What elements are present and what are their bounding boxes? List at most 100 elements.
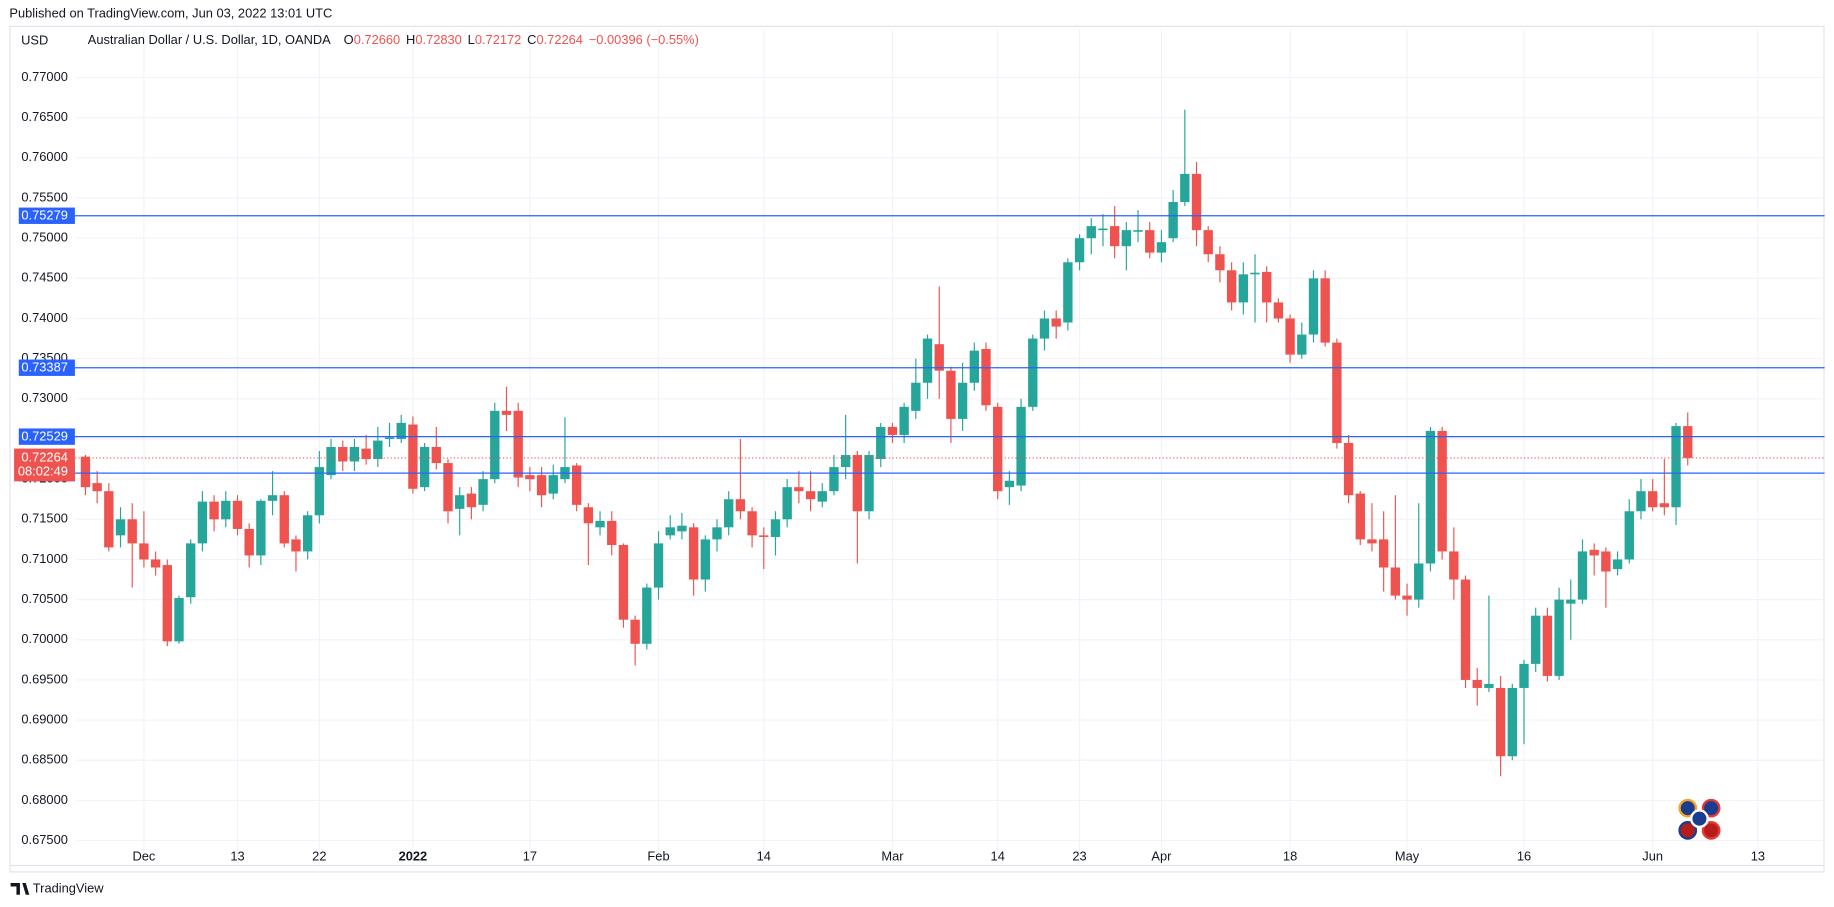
candle-body (1051, 318, 1061, 327)
candle-body (1531, 615, 1541, 664)
candle-body (1355, 493, 1365, 540)
candle-body (139, 543, 149, 560)
y-tick-label: 0.67500 (21, 832, 67, 847)
candle-body (267, 495, 278, 501)
candle-body (536, 475, 547, 496)
footer-logo (10, 883, 30, 895)
candle-body (490, 410, 500, 480)
price-line-label: 0.73387 (21, 360, 67, 375)
candle-body (1519, 663, 1529, 688)
price-line-label-box (18, 207, 75, 224)
candle-body (244, 528, 254, 556)
candle-body (1507, 687, 1517, 757)
legend-value: 0.72172 (475, 32, 521, 47)
candle-body (1589, 549, 1599, 556)
candle-body (583, 507, 594, 524)
legend-value: 0.72264 (536, 32, 582, 47)
candle-body (829, 467, 839, 492)
candle-body (1425, 430, 1436, 564)
candle-body (1262, 271, 1272, 303)
y-tick-label: 0.70000 (21, 631, 67, 646)
x-tick-label: 18 (1283, 849, 1297, 864)
candle-body (1191, 173, 1202, 231)
candle-body (1308, 278, 1319, 335)
candle-body (571, 465, 582, 505)
candle-body (513, 410, 523, 478)
x-tick-label: Mar (881, 849, 904, 864)
candle-body (174, 598, 184, 642)
candle-body (1168, 202, 1178, 239)
candle-body (338, 447, 348, 462)
candle-body (1683, 426, 1693, 458)
y-tick-label: 0.73000 (21, 390, 67, 405)
candle-body (934, 344, 944, 371)
candle-body (700, 539, 710, 580)
y-tick-label: 0.70500 (21, 591, 67, 606)
candle-body (1542, 615, 1553, 676)
x-tick-label: 2022 (399, 849, 428, 864)
candle-body (104, 491, 114, 548)
candle-body (1472, 679, 1482, 688)
y-tick-label: 0.71500 (21, 511, 67, 526)
candle-body (466, 493, 477, 508)
candle-body (279, 495, 289, 544)
y-tick-label: 0.76500 (21, 109, 67, 124)
candle-body (361, 448, 371, 460)
candle-body (1414, 563, 1424, 600)
candle-body (993, 406, 1003, 492)
candle-body (1636, 491, 1646, 512)
legend-key: O (344, 32, 354, 47)
candle-body (1601, 551, 1611, 572)
candle-body (911, 382, 921, 411)
candle-body (443, 463, 453, 512)
candle-body (1074, 238, 1085, 263)
candle-body (186, 543, 196, 598)
candle-body (1145, 230, 1155, 253)
candle-body (782, 487, 792, 520)
candle-body (1659, 503, 1670, 508)
candle-body (115, 519, 126, 536)
candle-body (1028, 338, 1038, 407)
legend-key: L (468, 32, 475, 47)
y-tick-label: 0.75500 (21, 189, 67, 204)
candle-body (314, 467, 325, 516)
plot (76, 29, 1825, 866)
candle-body (724, 499, 734, 528)
candle-body (197, 501, 208, 544)
x-tick-label: 16 (1517, 849, 1531, 864)
candle-body (1063, 262, 1073, 323)
candle-body (1612, 559, 1623, 570)
candle-body (1238, 274, 1248, 303)
candle-body (150, 559, 161, 568)
candle-body (1215, 254, 1225, 271)
price-line-label-box (18, 428, 75, 445)
candle-body (384, 437, 395, 439)
candle-body (419, 447, 430, 488)
candle-body (1250, 272, 1260, 275)
y-tick-label: 0.68500 (21, 752, 67, 767)
candle-body (922, 338, 933, 383)
candle-body (595, 520, 605, 528)
x-tick-label: Feb (647, 849, 669, 864)
candle-body (759, 535, 769, 537)
last-price-label: 0.72264 (21, 449, 67, 464)
candle-body (770, 519, 781, 537)
y-tick-label: 0.74500 (21, 270, 67, 285)
candle-body (805, 491, 816, 500)
candle-body (1297, 334, 1307, 355)
candle-body (1495, 687, 1506, 757)
candle-body (1203, 230, 1213, 255)
candle-body (349, 447, 360, 462)
candle-body (1484, 683, 1494, 688)
candle-body (256, 500, 266, 556)
candle-body (162, 565, 172, 642)
candle-body (665, 527, 675, 536)
legend-key: C (527, 32, 536, 47)
candle-body (946, 370, 956, 419)
y-tick-label: 0.69500 (21, 671, 67, 686)
y-tick-label: 0.68000 (21, 792, 67, 807)
candle-body (1624, 511, 1634, 560)
candle-body (688, 527, 699, 580)
candle-body (735, 499, 746, 512)
